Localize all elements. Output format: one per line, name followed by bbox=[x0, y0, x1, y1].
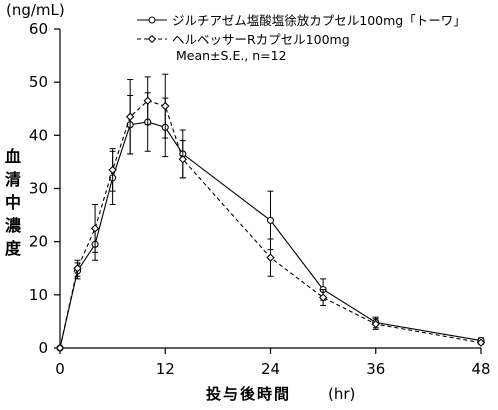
y-axis-label-char: 清 bbox=[5, 170, 21, 189]
y-tick-label: 50 bbox=[29, 73, 48, 91]
series-line bbox=[59, 121, 482, 349]
annotation-label: Mean±S.E., n=12 bbox=[176, 48, 287, 63]
x-tick-label: 0 bbox=[55, 360, 65, 378]
y-tick-label: 30 bbox=[29, 180, 48, 198]
x-tick-label: 48 bbox=[471, 360, 490, 378]
data-point bbox=[266, 253, 275, 262]
data-point bbox=[143, 96, 152, 105]
series-line bbox=[59, 100, 482, 349]
y-tick-label: 40 bbox=[29, 126, 48, 144]
legend-marker bbox=[147, 34, 157, 44]
data-point bbox=[266, 216, 275, 224]
y-tick-label: 20 bbox=[29, 233, 48, 251]
x-unit-label: (hr) bbox=[328, 385, 355, 403]
legend: ジルチアゼム塩酸塩徐放カプセル100mg「トーワ」ヘルベッサーRカプセル100m… bbox=[137, 13, 466, 47]
x-tick-label: 12 bbox=[156, 360, 175, 378]
legend-marker bbox=[148, 16, 156, 24]
y-unit-label: (ng/mL) bbox=[6, 1, 65, 19]
data-point bbox=[371, 319, 380, 329]
legend-label: ジルチアゼム塩酸塩徐放カプセル100mg「トーワ」 bbox=[172, 13, 466, 28]
axes: 0 10 20 30 40 50 60 0 12 24 36 48 bbox=[29, 20, 491, 378]
data-point bbox=[73, 264, 82, 273]
data-point bbox=[55, 343, 65, 353]
x-tick-label: 36 bbox=[366, 360, 385, 378]
y-tick-label: 0 bbox=[38, 339, 48, 357]
y-axis-label-char: 中 bbox=[5, 193, 21, 212]
data-point bbox=[125, 112, 135, 121]
y-tick-label: 10 bbox=[29, 286, 48, 304]
data-point bbox=[161, 101, 170, 111]
data-point bbox=[108, 165, 117, 175]
data-point bbox=[318, 293, 328, 302]
legend-label: ヘルベッサーRカプセル100mg bbox=[172, 32, 350, 47]
series-1 bbox=[56, 92, 485, 352]
data-point bbox=[178, 155, 187, 164]
series-2 bbox=[55, 73, 486, 353]
y-axis-label-char: 度 bbox=[5, 239, 22, 258]
series-layer bbox=[55, 73, 486, 353]
y-axis-label-char: 濃 bbox=[5, 216, 22, 235]
y-tick-label: 60 bbox=[29, 20, 48, 38]
x-tick-label: 24 bbox=[261, 360, 280, 378]
data-point bbox=[90, 224, 100, 233]
data-point bbox=[476, 338, 486, 347]
y-axis-label-char: 血 bbox=[5, 147, 21, 166]
x-axis-label: 投与後時間 bbox=[206, 385, 291, 403]
